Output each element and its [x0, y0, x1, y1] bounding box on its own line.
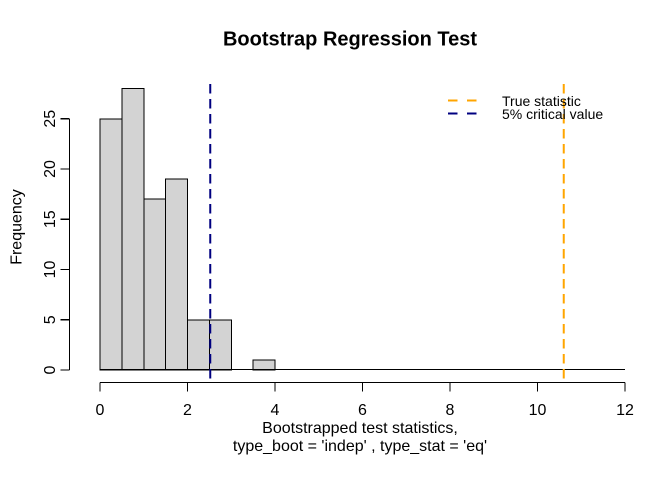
- x-tick-label: 2: [183, 402, 192, 419]
- histogram-bars: [99, 88, 276, 371]
- histogram-bar: [252, 359, 276, 371]
- x-axis-title-line2: type_boot = 'indep' , type_stat = 'eq': [233, 438, 487, 455]
- x-tick-label: 0: [96, 402, 105, 419]
- reference-lines: [209, 84, 565, 379]
- x-tick-label: 4: [271, 402, 280, 419]
- histogram-bar: [121, 88, 145, 371]
- chart-title: Bootstrap Regression Test: [223, 29, 477, 51]
- x-tick-label: 10: [529, 402, 547, 419]
- x-tick-label: 6: [358, 402, 367, 419]
- legend-label-true-statistic: True statistic: [502, 93, 581, 109]
- histogram-bar: [99, 118, 123, 371]
- y-tick-label: 15: [42, 210, 59, 228]
- legend: True statistic 5% critical value: [448, 93, 603, 122]
- y-tick-label: 10: [42, 261, 59, 279]
- x-axis-title-line1: Bootstrapped test statistics,: [262, 420, 458, 437]
- legend-label-critical-value: 5% critical value: [502, 106, 603, 122]
- histogram-bar: [187, 319, 210, 371]
- histogram-bar: [143, 198, 167, 371]
- histogram-bar: [165, 178, 188, 371]
- axes: 0 2 4 6 8 10 12 0 5 10 15 20 25: [42, 110, 634, 419]
- y-axis-title: Frequency: [9, 189, 26, 265]
- y-tick-label: 0: [42, 365, 59, 374]
- histogram-bar: [208, 319, 232, 371]
- y-tick-label: 5: [42, 315, 59, 324]
- x-tick-label: 8: [446, 402, 455, 419]
- x-tick-label: 12: [616, 402, 634, 419]
- y-tick-label: 20: [42, 160, 59, 178]
- y-tick-label: 25: [42, 110, 59, 128]
